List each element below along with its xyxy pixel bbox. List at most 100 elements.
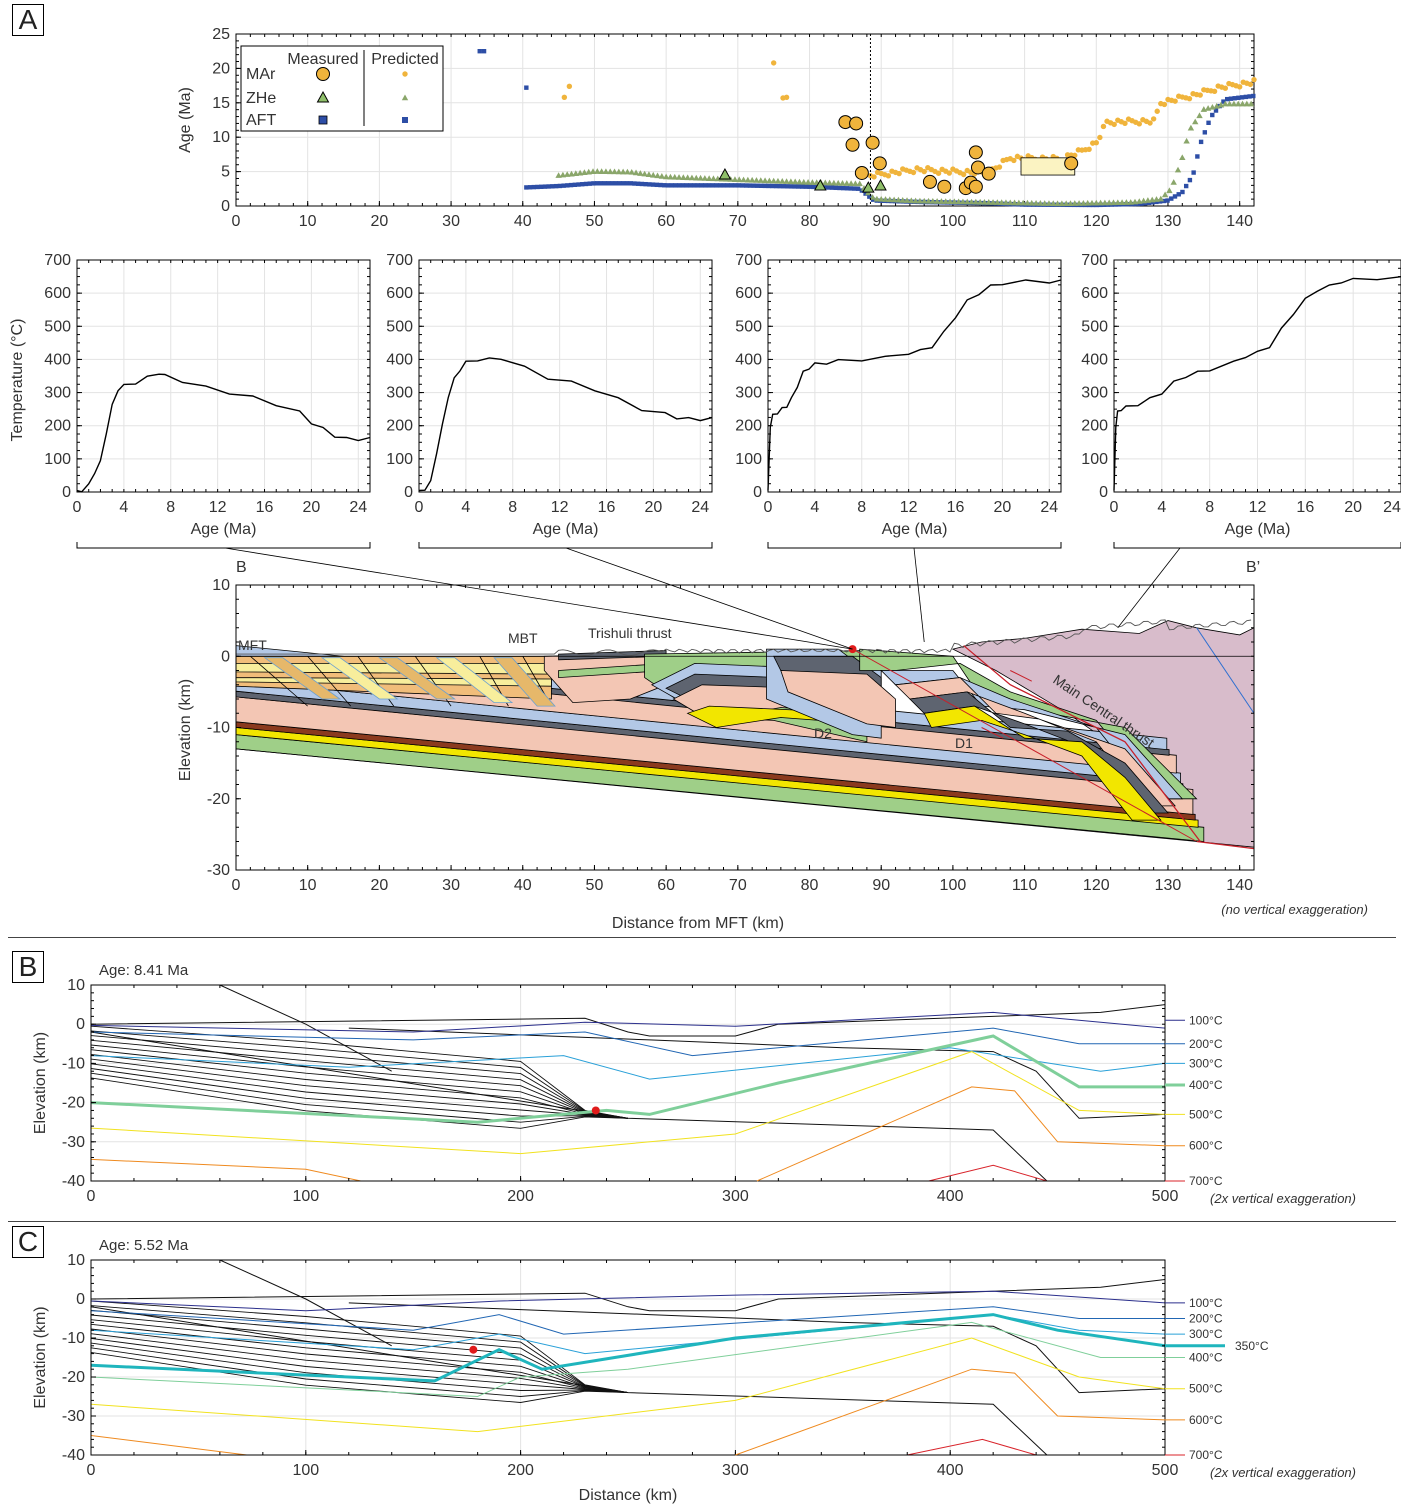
elevation-axis-label: Elevation (km) xyxy=(177,679,194,781)
predicted-aft-marker xyxy=(639,181,645,187)
predicted-zhe-marker xyxy=(761,177,769,184)
y-tick-label: 400 xyxy=(735,351,762,368)
predicted-mar-marker xyxy=(770,60,777,66)
predicted-mar-marker xyxy=(561,94,568,100)
predicted-zhe-marker xyxy=(1101,199,1109,206)
x-tick-label: 500 xyxy=(1152,1462,1179,1479)
isotherm-500 xyxy=(91,1337,1165,1433)
y-tick-label: 400 xyxy=(386,351,413,368)
predicted-zhe-marker xyxy=(564,171,571,177)
predicted-zhe-marker xyxy=(1093,199,1100,206)
predicted-aft-marker xyxy=(1247,94,1252,99)
predicted-zhe-marker xyxy=(1041,200,1048,206)
tt-x-tick-label: 24 xyxy=(1383,499,1401,516)
predicted-mar-marker xyxy=(910,169,917,176)
tt-x-tick-label: 20 xyxy=(1344,499,1362,516)
predicted-aft-marker xyxy=(1165,198,1170,203)
predicted-aft-marker xyxy=(676,183,682,188)
predicted-aft-marker xyxy=(703,183,708,188)
predicted-aft-marker xyxy=(576,182,581,187)
predicted-zhe-marker xyxy=(890,196,898,203)
divider-rule xyxy=(8,937,1396,938)
tt-x-axis-label: Age (Ma) xyxy=(1225,521,1291,538)
predicted-zhe-marker xyxy=(981,198,988,205)
predicted-mar-marker xyxy=(1236,84,1243,90)
measured-mar-marker xyxy=(845,137,860,152)
isotherm-600-branch xyxy=(756,1086,1166,1182)
isotherm-300 xyxy=(91,1047,1165,1080)
tt-x-tick-label: 12 xyxy=(209,499,227,516)
legend-label-zhe: ZHe xyxy=(246,90,276,107)
x-tick-label: 120 xyxy=(1083,877,1110,894)
structure-line xyxy=(91,1351,629,1403)
predicted-zhe-marker xyxy=(753,177,760,183)
predicted-aft-marker xyxy=(792,184,797,189)
isotherm-350 xyxy=(91,1313,1165,1383)
predicted-aft-marker xyxy=(1183,183,1189,189)
predicted-zhe-marker xyxy=(1097,199,1104,206)
predicted-zhe-marker xyxy=(895,196,902,203)
predicted-aft-marker xyxy=(1157,199,1163,204)
y-tick-label: -20 xyxy=(207,791,230,808)
structure-line xyxy=(219,985,392,1072)
predicted-aft-marker xyxy=(863,191,868,196)
legend-label-aft: AFT xyxy=(246,112,276,129)
isotherm-700 xyxy=(928,1164,1048,1181)
predicted-aft-marker xyxy=(695,183,701,188)
predicted-zhe-marker xyxy=(834,179,842,186)
predicted-mar-marker xyxy=(1211,88,1218,94)
y-tick-label: 100 xyxy=(1081,451,1108,468)
y-tick-label: 20 xyxy=(212,60,230,77)
tt-plot-frame xyxy=(767,259,1062,493)
predicted-zhe-marker xyxy=(1196,112,1203,119)
predicted-zhe-marker xyxy=(994,199,1001,205)
predicted-zhe-marker xyxy=(1024,199,1031,206)
sample-location-point xyxy=(469,1345,478,1354)
measured-mar-marker xyxy=(849,116,864,131)
predicted-mar-marker xyxy=(1197,92,1203,98)
footwall-layer xyxy=(236,696,1194,815)
predicted-zhe-marker xyxy=(1140,197,1147,204)
x-tick-label: 500 xyxy=(1152,1188,1179,1205)
tt-x-axis-label: Age (Ma) xyxy=(191,521,257,538)
predicted-zhe-marker xyxy=(878,195,885,202)
predicted-zhe-marker xyxy=(1011,199,1018,206)
tt-bracket xyxy=(76,542,371,549)
predicted-aft-marker xyxy=(628,181,633,186)
y-tick-label: 5 xyxy=(221,164,230,181)
predicted-zhe-marker xyxy=(951,198,958,205)
x-tick-label: 120 xyxy=(1083,213,1110,230)
isotherm-400 xyxy=(91,1034,1165,1124)
predicted-zhe-marker xyxy=(822,179,829,186)
predicted-zhe-marker xyxy=(731,176,739,182)
x-tick-label: 90 xyxy=(872,213,890,230)
predicted-mar-marker xyxy=(1147,120,1153,126)
y-tick-label: 25 xyxy=(212,26,230,43)
predicted-mar-marker xyxy=(1122,120,1128,127)
predicted-zhe-marker xyxy=(774,177,782,184)
topography-line xyxy=(236,619,1252,656)
y-tick-label: 400 xyxy=(44,351,71,368)
predicted-zhe-marker xyxy=(899,196,906,203)
predicted-zhe-marker xyxy=(1019,199,1027,206)
tt-x-tick-label: 4 xyxy=(119,499,128,516)
tt-x-tick-label: 16 xyxy=(947,499,965,516)
predicted-aft-marker xyxy=(1236,95,1241,100)
panel-label-b: B xyxy=(12,951,44,983)
y-tick-label: 10 xyxy=(67,1252,85,1269)
predicted-zhe-marker xyxy=(1157,195,1165,202)
predicted-aft-marker xyxy=(594,181,600,186)
structure-line xyxy=(91,1031,1048,1181)
x-tick-label: 50 xyxy=(586,877,604,894)
predicted-zhe-marker xyxy=(852,180,859,187)
predicted-zhe-marker xyxy=(572,170,580,176)
predicted-zhe-marker xyxy=(787,178,795,185)
predicted-aft-marker xyxy=(736,183,742,188)
tt-x-tick-label: 20 xyxy=(303,499,321,516)
predicted-aft-marker xyxy=(1180,189,1185,195)
predicted-zhe-marker xyxy=(1179,154,1186,161)
predicted-zhe-marker xyxy=(1054,200,1061,207)
section-end-right: B’ xyxy=(1246,559,1260,576)
predicted-aft-marker xyxy=(1221,99,1226,104)
predicted-mar-marker xyxy=(885,173,892,179)
